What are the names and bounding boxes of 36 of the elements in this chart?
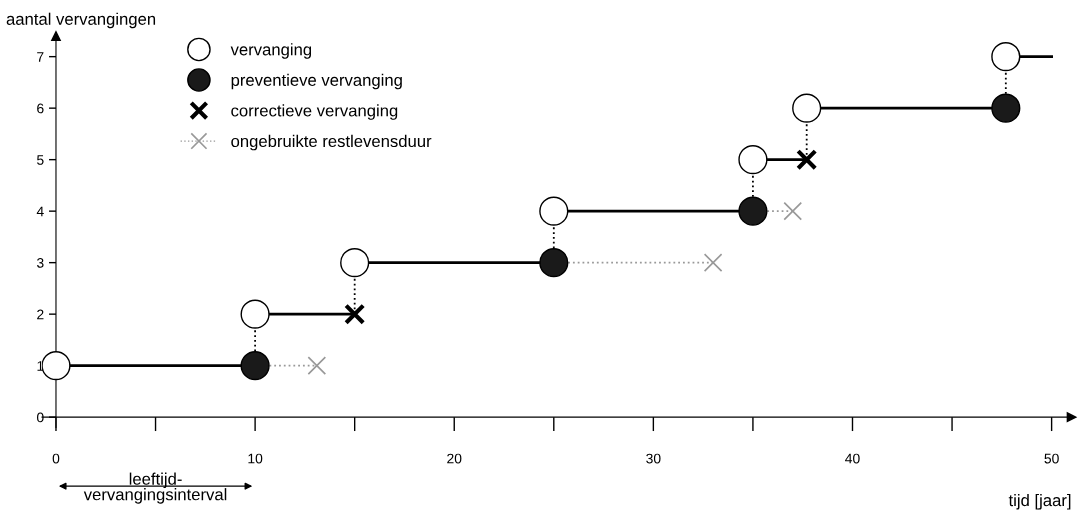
- x-tick-label: 0: [52, 453, 60, 464]
- point: [738, 145, 768, 175]
- y-tick-label: 7: [37, 52, 44, 62]
- y-tick-label: 5: [37, 155, 44, 165]
- legend-label: ongebruikte restlevensduur: [231, 134, 432, 151]
- y-tick-label: 3: [36, 257, 44, 268]
- y-tick-label: 4: [36, 206, 44, 217]
- point: [783, 201, 803, 221]
- point: [42, 351, 71, 381]
- point: [738, 196, 768, 226]
- point: [344, 303, 366, 325]
- point: [307, 356, 327, 375]
- y-tick-label: 0: [36, 412, 44, 423]
- x-tick-label: 40: [845, 453, 860, 464]
- text: leeftijd- vervangingsinterval: [83, 472, 227, 504]
- legend-label: preventieve vervanging: [231, 73, 402, 90]
- point: [796, 149, 818, 171]
- point: [240, 351, 270, 381]
- y-tick-label: 6: [37, 103, 44, 114]
- point: [340, 248, 370, 278]
- x-axis-title: tijd [jaar]: [1008, 493, 1071, 510]
- point: [991, 93, 1021, 123]
- point: [539, 196, 569, 226]
- y-tick-label: 2: [37, 309, 44, 320]
- legend-label: vervanging: [230, 43, 312, 59]
- y-axis-title: aantal vervangingen: [6, 12, 156, 29]
- legend-label: correctieve vervanging: [231, 104, 398, 120]
- point: [792, 93, 822, 123]
- point: [240, 299, 270, 329]
- x-tick-label: 20: [447, 453, 462, 464]
- x-tick-label: 50: [1044, 453, 1059, 464]
- point: [539, 248, 569, 278]
- x-tick-label: 30: [646, 453, 661, 464]
- x-tick-label: 10: [248, 453, 263, 464]
- point: [703, 253, 723, 272]
- point: [991, 42, 1021, 72]
